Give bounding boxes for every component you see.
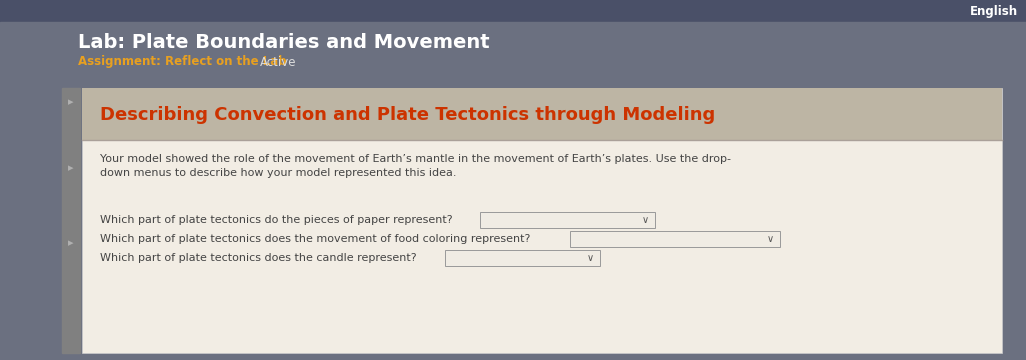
Text: ▸: ▸ xyxy=(68,238,74,248)
Text: down menus to describe how your model represented this idea.: down menus to describe how your model re… xyxy=(100,168,457,178)
Text: English: English xyxy=(970,5,1018,18)
Text: ▸: ▸ xyxy=(68,163,74,173)
Text: Active: Active xyxy=(260,55,297,68)
Text: ∨: ∨ xyxy=(766,234,774,244)
Bar xyxy=(445,250,600,266)
Bar xyxy=(480,212,655,228)
Text: Which part of plate tectonics does the candle represent?: Which part of plate tectonics does the c… xyxy=(100,253,417,263)
Bar xyxy=(82,88,1002,353)
Bar xyxy=(62,88,80,353)
Text: Assignment: Reflect on the Lab: Assignment: Reflect on the Lab xyxy=(78,55,286,68)
Bar xyxy=(570,231,780,247)
Text: Describing Convection and Plate Tectonics through Modeling: Describing Convection and Plate Tectonic… xyxy=(100,106,715,124)
Bar xyxy=(0,0,1026,22)
Text: Which part of plate tectonics does the movement of food coloring represent?: Which part of plate tectonics does the m… xyxy=(100,234,530,244)
Text: Which part of plate tectonics do the pieces of paper represent?: Which part of plate tectonics do the pie… xyxy=(100,215,452,225)
Bar xyxy=(82,88,1002,140)
Text: ∨: ∨ xyxy=(641,215,648,225)
Text: Your model showed the role of the movement of Earth’s mantle in the movement of : Your model showed the role of the moveme… xyxy=(100,154,731,164)
Text: ∨: ∨ xyxy=(587,253,594,263)
Text: Lab: Plate Boundaries and Movement: Lab: Plate Boundaries and Movement xyxy=(78,32,489,51)
Text: ▸: ▸ xyxy=(68,97,74,107)
